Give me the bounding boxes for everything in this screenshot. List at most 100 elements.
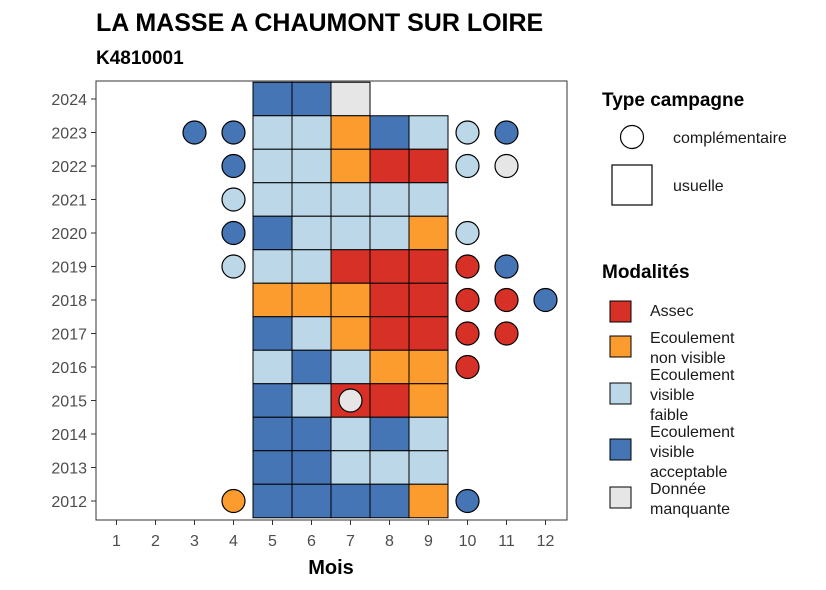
point-2023-11 [494,120,519,145]
x-tick-label-10: 10 [459,533,477,550]
point-2019-10 [455,254,480,279]
tile-2024-5 [252,81,293,117]
point-2023-10 [455,120,480,145]
x-tick-label-6: 6 [307,533,316,550]
point-2022-11 [494,153,519,179]
tile-2017-5 [252,316,293,351]
tile-2016-6 [291,349,332,385]
point-2017-11 [494,321,519,346]
legend-label-non_visible-1: non visible [650,350,726,367]
tile-2013-9 [408,450,449,485]
y-tick-label-2013: 2013 [51,461,87,478]
y-axis: 2012 2013 2014 2015 2016 2017 2018 2019 2020 2021… [51,92,96,511]
legend-type-label-usuelle: usuelle [673,178,724,195]
tile-2024-6 [291,81,332,117]
tile-2019-5 [252,249,293,284]
legend-key-manquante [609,486,632,509]
x-tick-label-8: 8 [385,533,394,550]
legend-key-faible [609,382,632,405]
tile-2023-7 [330,115,371,150]
point-2018-11 [494,287,519,313]
x-tick-label-7: 7 [346,533,355,550]
legend-label-manquante-1: manquante [650,501,730,518]
tile-2021-8 [369,182,410,217]
tile-2015-5 [252,383,293,418]
tile-2020-7 [330,215,371,251]
complementaire-points [182,120,558,514]
tile-2019-6 [291,249,332,284]
point-2015-7 [338,388,363,413]
x-tick-label-4: 4 [229,533,238,550]
tile-2012-7 [330,483,371,519]
point-2012-10 [455,488,480,514]
x-axis: 1 2 3 4 5 6 7 8 9 10 11 12 [112,520,555,550]
tile-2016-9 [408,349,449,385]
tile-2020-9 [408,215,449,251]
point-2023-4 [221,120,246,145]
tile-2022-9 [408,148,449,184]
point-2020-4 [221,220,246,246]
tile-2017-7 [330,316,371,351]
legend-label-assec-0: Assec [650,303,694,320]
tile-2015-6 [291,383,332,418]
legend-key-acceptable [609,438,632,461]
legend-label-manquante-0: Donnée [650,481,706,498]
tile-2015-8 [369,383,410,418]
y-tick-label-2014: 2014 [51,427,87,444]
legend-label-non_visible-0: Ecoulement [650,330,735,347]
legend-modalites-title: Modalités [602,262,690,283]
tile-2023-6 [291,115,332,150]
point-2012-4 [221,488,246,514]
point-2017-10 [455,321,480,346]
tile-2021-9 [408,182,449,217]
tile-2013-8 [369,450,410,485]
point-2016-10 [455,354,480,380]
legend-type-campagne: Type campagne complémentaire usuelle [602,90,787,206]
y-tick-label-2021: 2021 [51,193,87,210]
y-tick-label-2020: 2020 [51,226,87,243]
tile-2018-9 [408,282,449,318]
tile-2012-9 [408,483,449,519]
y-tick-label-2019: 2019 [51,260,87,277]
y-tick-label-2024: 2024 [51,92,87,109]
tile-2023-8 [369,115,410,150]
usuelle-tiles [252,81,449,519]
tile-2020-6 [291,215,332,251]
tile-2022-5 [252,148,293,184]
legend-key-non_visible [609,335,632,358]
legend-label-acceptable-1: visible [650,444,695,461]
legend-label-faible-0: Ecoulement [650,367,735,384]
point-2018-10 [455,287,480,313]
legend-label-acceptable-2: acceptable [650,464,727,481]
legend-circle-key [619,124,645,150]
x-tick-label-11: 11 [498,533,515,550]
point-2018-12 [533,287,558,313]
tile-2020-8 [369,215,410,251]
chart-subtitle: K4810001 [96,48,184,69]
tile-2022-6 [291,148,332,184]
point-2019-11 [494,254,519,279]
tile-2012-8 [369,483,410,519]
tile-2021-6 [291,182,332,217]
x-tick-label-3: 3 [190,533,199,550]
tile-2017-8 [369,316,410,351]
legend-type-title: Type campagne [602,90,744,111]
tile-2018-8 [369,282,410,318]
x-tick-label-5: 5 [268,533,277,550]
chart-title: LA MASSE A CHAUMONT SUR LOIRE [96,9,543,37]
tile-2021-5 [252,182,293,217]
legend-type-label-complementaire: complémentaire [673,130,787,147]
legend-label-faible-2: faible [650,407,688,424]
legend-label-faible-1: visible [650,387,695,404]
tile-2014-7 [330,416,371,452]
x-tick-label-2: 2 [151,533,160,550]
tile-2022-8 [369,148,410,184]
legend-key-assec [609,300,632,323]
point-2020-10 [455,220,480,246]
tile-2012-6 [291,483,332,519]
x-tick-label-1: 1 [112,533,121,550]
y-tick-label-2015: 2015 [51,394,87,411]
point-2019-4 [221,254,246,279]
tile-2013-7 [330,450,371,485]
